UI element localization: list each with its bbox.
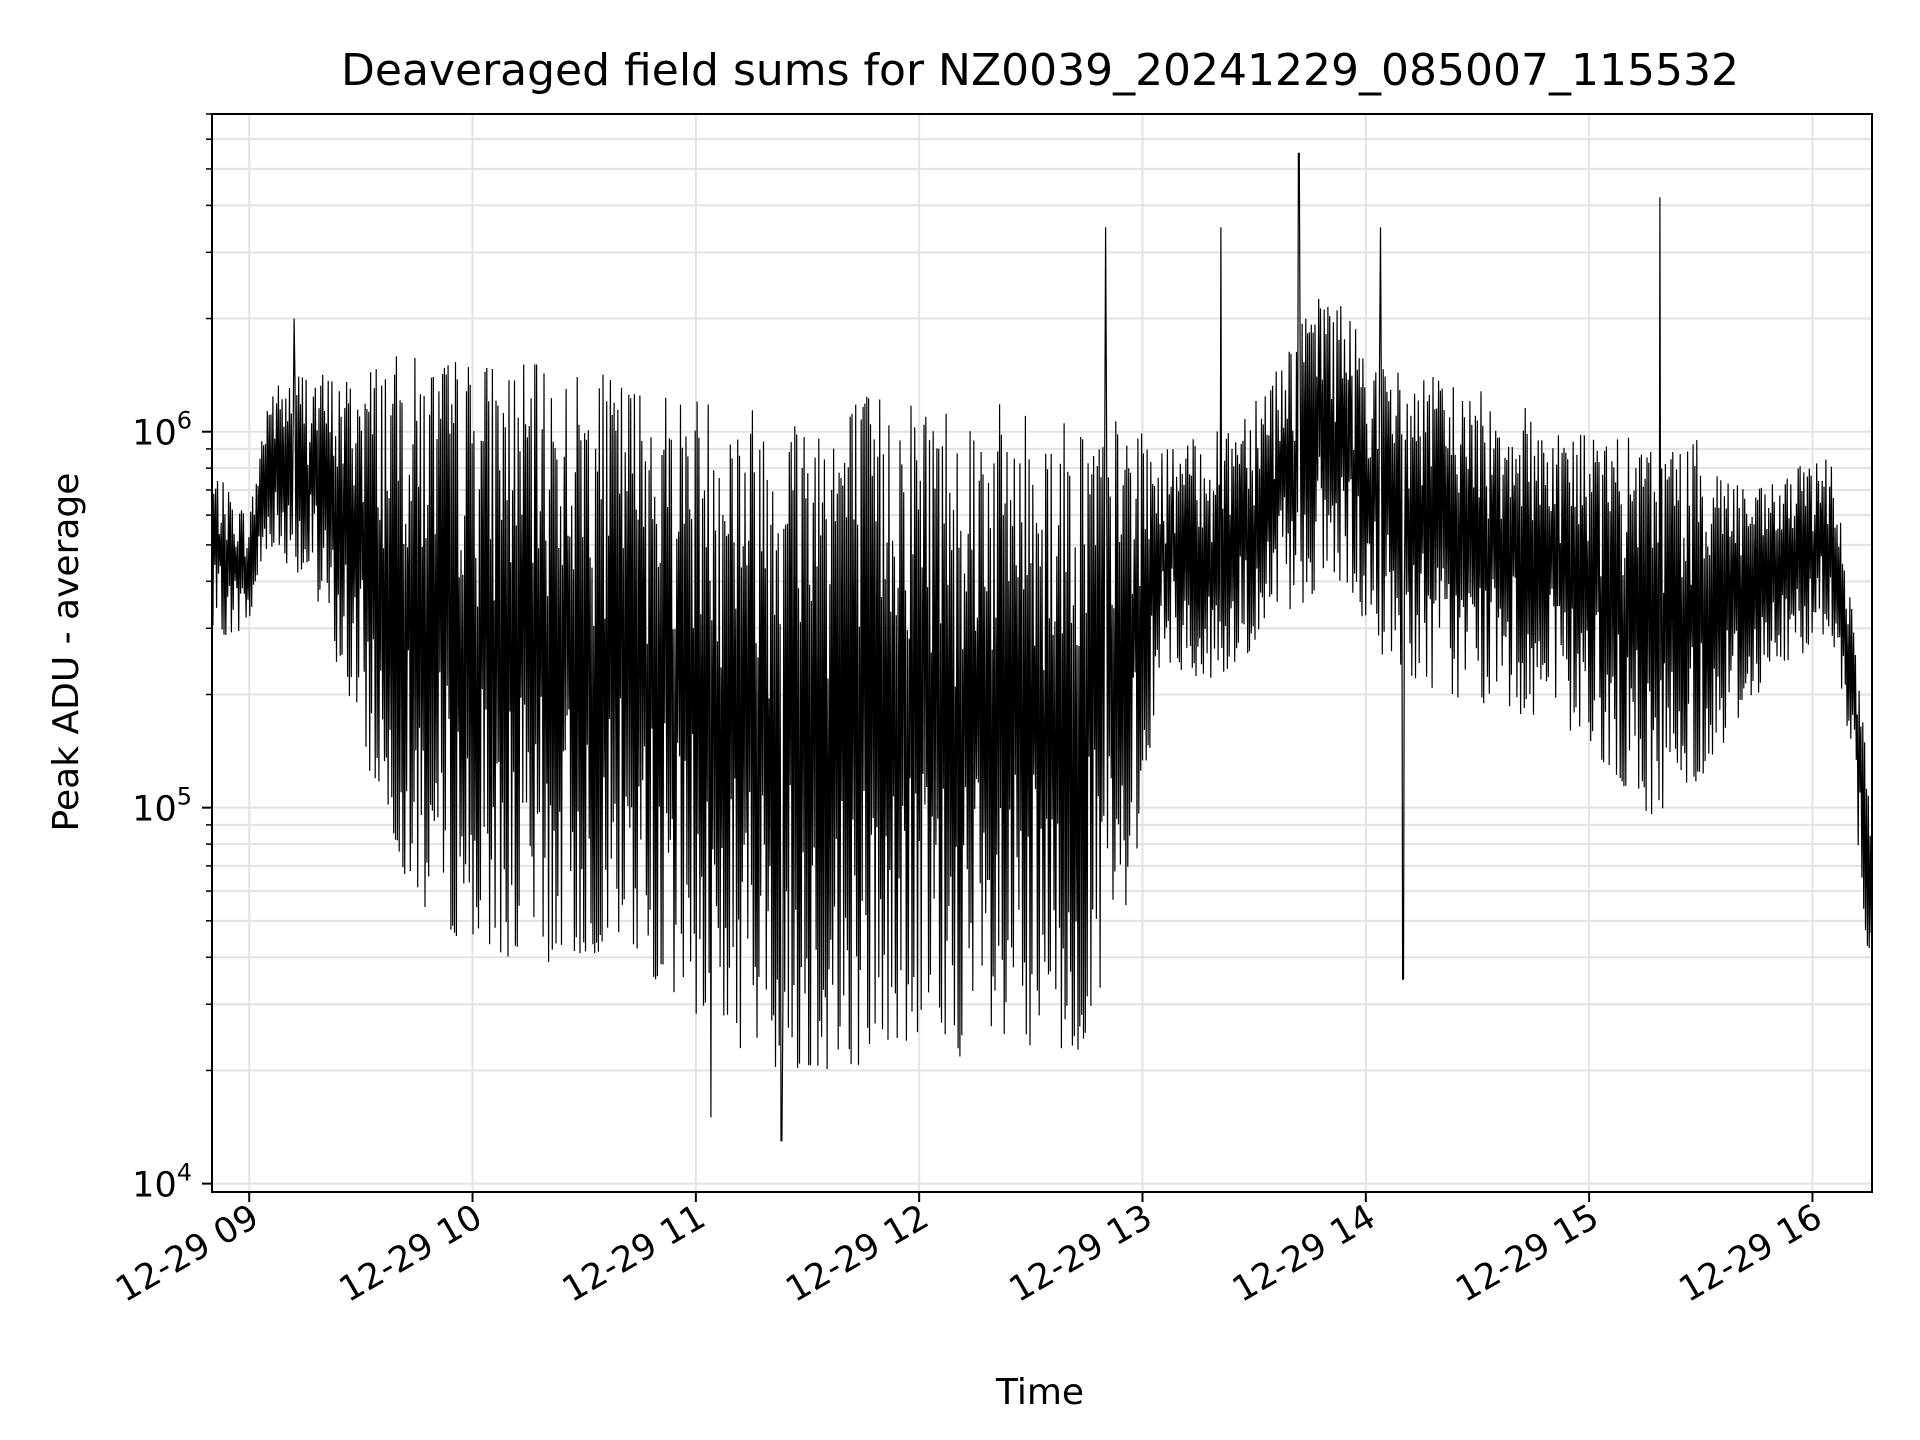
- y-tick-exponent: 6: [177, 407, 192, 435]
- y-tick-label: 104: [132, 1159, 192, 1206]
- x-axis-label: Time: [995, 1372, 1084, 1413]
- chart-title: Deaveraged field sums for NZ0039_2024122…: [341, 45, 1739, 96]
- y-tick-exponent: 4: [177, 1159, 192, 1187]
- y-tick-label: 105: [132, 783, 192, 830]
- plot-frame: [211, 113, 1873, 1193]
- plot-area: [211, 152, 1873, 1142]
- data-series-line: [211, 152, 1873, 1142]
- y-tick-base: 10: [132, 414, 177, 454]
- y-axis-label: Peak ADU - average: [46, 473, 87, 832]
- y-tick-exponent: 5: [177, 783, 192, 811]
- y-tick-base: 10: [132, 790, 177, 830]
- y-tick-label: 106: [132, 407, 192, 454]
- y-tick-base: 10: [132, 1166, 177, 1206]
